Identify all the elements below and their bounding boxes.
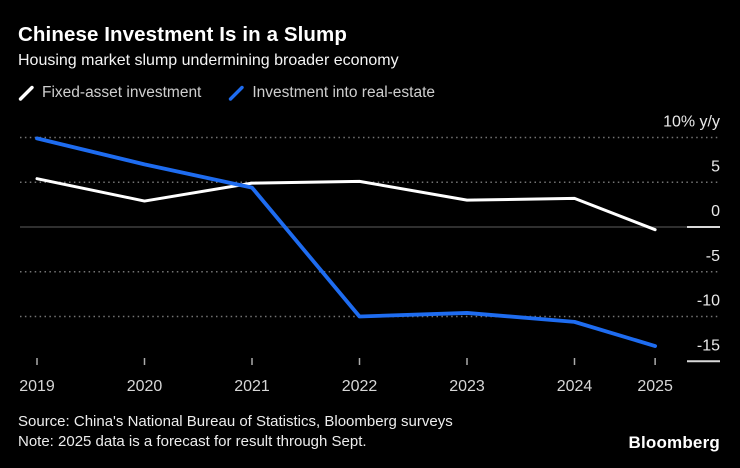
source-note: Source: China's National Bureau of Stati…: [18, 413, 453, 430]
svg-text:-10: -10: [697, 293, 720, 310]
forecast-note: Note: 2025 data is a forecast for result…: [18, 432, 367, 450]
chart-title: Chinese Investment Is in a Slump: [18, 23, 348, 46]
legend: Fixed-asset investment Investment into r…: [18, 84, 435, 102]
white-line-marker-icon: [18, 85, 34, 101]
y-gridlines: [20, 136, 720, 363]
chart-footer: Source: China's National Bureau of Stati…: [18, 412, 453, 451]
svg-text:-5: -5: [706, 248, 720, 265]
legend-item-real-estate-investment: Investment into real-estate: [228, 84, 435, 102]
svg-text:2020: 2020: [127, 378, 163, 395]
svg-text:2025: 2025: [637, 378, 673, 395]
legend-label-fixed-asset-investment: Fixed-asset investment: [42, 84, 202, 101]
svg-text:2022: 2022: [342, 378, 378, 395]
legend-label-real-estate-investment: Investment into real-estate: [252, 84, 436, 101]
y-axis-labels: 10% y/y 5 0 -5 -10 -15: [663, 114, 720, 355]
bloomberg-logo: Bloomberg: [628, 433, 720, 452]
x-axis-labels: 2019 2020 2021 2022 2023 2024 2025: [19, 378, 673, 395]
svg-text:5: 5: [711, 158, 720, 175]
chart-subtitle: Housing market slump undermining broader…: [18, 52, 399, 69]
chart-header: Chinese Investment Is in a Slump Housing…: [18, 24, 399, 70]
svg-text:2023: 2023: [449, 378, 485, 395]
x-axis-ticks: [36, 358, 656, 365]
svg-text:10% y/y: 10% y/y: [663, 114, 720, 131]
svg-text:-15: -15: [697, 337, 720, 354]
svg-text:0: 0: [711, 203, 720, 220]
series-line-real-estate: [35, 136, 658, 348]
svg-text:2019: 2019: [19, 378, 55, 395]
legend-item-fixed-asset-investment: Fixed-asset investment: [18, 84, 201, 102]
svg-text:2021: 2021: [234, 378, 270, 395]
blue-line-marker-icon: [229, 85, 245, 101]
svg-text:2024: 2024: [557, 378, 593, 395]
series-line-fixed-asset: [35, 177, 657, 232]
